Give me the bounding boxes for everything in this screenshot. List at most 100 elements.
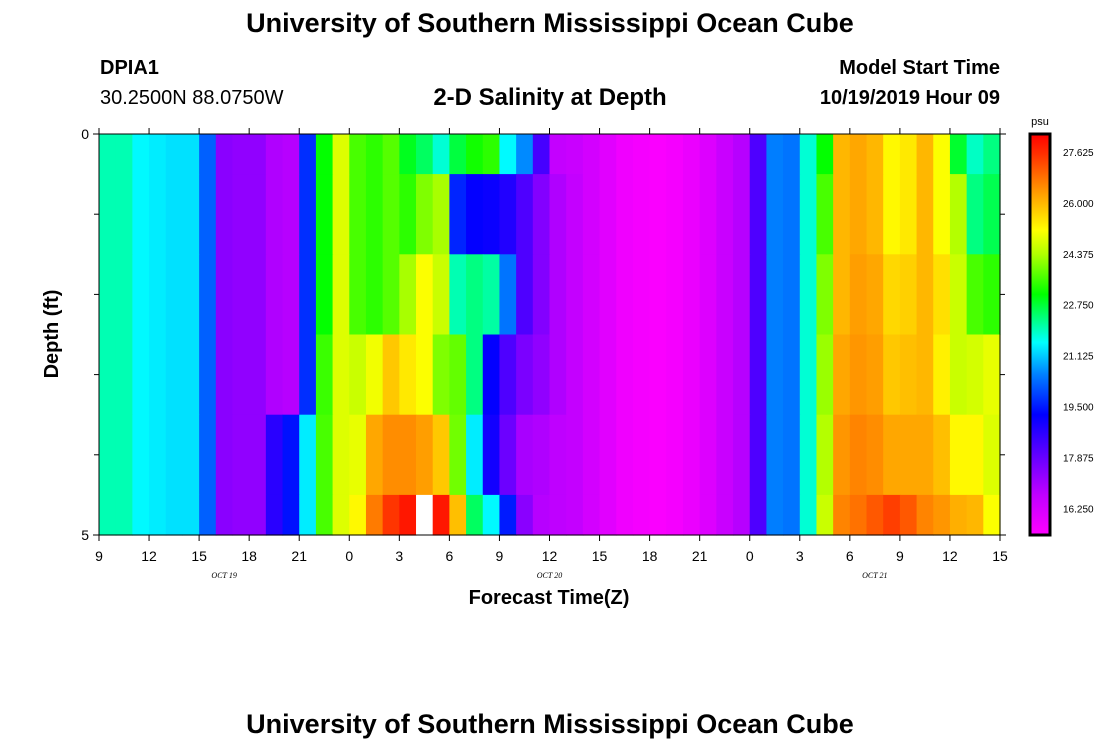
colorbar-tick-label: 27.625	[1063, 148, 1094, 159]
x-tick-label: 21	[291, 548, 307, 564]
colorbar-tick-label: 24.375	[1063, 250, 1094, 261]
heatmap-cell	[916, 254, 934, 336]
heatmap-cell	[215, 494, 234, 536]
heatmap-cell	[883, 494, 901, 536]
heatmap-cell	[699, 334, 717, 416]
heatmap-cell	[649, 494, 667, 536]
heatmap-cell	[382, 334, 400, 416]
colorbar-tick-label: 22.750	[1063, 301, 1094, 312]
heatmap-cell	[833, 254, 851, 336]
heatmap-cell	[282, 134, 300, 175]
heatmap-cell	[416, 334, 434, 416]
x-tick-label: 18	[241, 548, 257, 564]
heatmap-cell	[799, 334, 818, 416]
heatmap-cell	[349, 174, 367, 255]
heatmap-cell	[916, 494, 934, 536]
heatmap-cell	[416, 174, 434, 255]
heatmap-cell	[783, 414, 801, 496]
heatmap-cell	[115, 254, 133, 336]
heatmap-cell	[516, 134, 534, 175]
heatmap-cell	[682, 134, 701, 175]
heatmap-cell	[899, 254, 918, 336]
heatmap-cell	[165, 334, 184, 416]
heatmap-cell	[549, 134, 567, 175]
heatmap-cell	[682, 174, 701, 255]
heatmap-cell	[299, 494, 317, 536]
colorbar-tick-label: 26.000	[1063, 199, 1094, 210]
heatmap-cell	[482, 334, 501, 416]
heatmap-cell	[983, 174, 1001, 255]
heatmap-cell	[949, 254, 968, 336]
y-axis-label: Depth (ft)	[41, 290, 63, 379]
heatmap-cell	[516, 494, 534, 536]
heatmap-cell	[849, 134, 868, 175]
x-tick-label: 12	[542, 548, 558, 564]
page-title: University of Southern Mississippi Ocean…	[246, 8, 854, 38]
heatmap-cell	[365, 414, 384, 496]
heatmap-cell	[582, 134, 601, 175]
heatmap-cell	[532, 174, 551, 255]
heatmap-cell	[632, 414, 651, 496]
heatmap-cell	[399, 334, 417, 416]
x-tick-label: 18	[642, 548, 658, 564]
heatmap-cell	[866, 494, 884, 536]
heatmap-cell	[599, 254, 617, 336]
heatmap-cell	[733, 174, 751, 255]
heatmap-cell	[99, 414, 117, 496]
heatmap-cell	[466, 494, 484, 536]
heatmap-cell	[132, 134, 150, 175]
heatmap-cell	[232, 334, 250, 416]
heatmap-cell	[899, 334, 918, 416]
heatmap-cell	[432, 334, 450, 416]
x-tick-label: 15	[992, 548, 1008, 564]
heatmap-cell	[182, 254, 200, 336]
heatmap-cell	[265, 414, 284, 496]
heatmap-cell	[749, 334, 768, 416]
heatmap-cell	[315, 334, 334, 416]
heatmap-cell	[199, 134, 217, 175]
heatmap-cell	[716, 134, 734, 175]
heatmap-cell	[783, 134, 801, 175]
heatmap-cell	[182, 494, 200, 536]
heatmap-cell	[799, 174, 818, 255]
heatmap-cell	[916, 334, 934, 416]
heatmap-cell	[349, 494, 367, 536]
heatmap-cell	[783, 494, 801, 536]
heatmap-cell	[733, 254, 751, 336]
heatmap-cell	[399, 414, 417, 496]
heatmap-cell	[382, 254, 400, 336]
heatmap-cell	[582, 494, 601, 536]
heatmap-cell	[749, 414, 768, 496]
heatmap-cell	[716, 494, 734, 536]
heatmap-cell	[265, 334, 284, 416]
heatmap-cell	[349, 254, 367, 336]
heatmap-cell	[616, 414, 634, 496]
heatmap-cell	[983, 254, 1001, 336]
heatmap-cell	[99, 334, 117, 416]
heatmap-cell	[599, 414, 617, 496]
heatmap-cell	[482, 174, 501, 255]
heatmap-cell	[232, 254, 250, 336]
heatmap-cell	[582, 254, 601, 336]
heatmap-cell	[849, 334, 868, 416]
heatmap-cell	[466, 174, 484, 255]
heatmap-cell	[599, 174, 617, 255]
heatmap-cell	[416, 494, 434, 536]
heatmap-cell	[499, 494, 517, 536]
heatmap-cell	[115, 414, 133, 496]
heatmap-cell	[966, 494, 984, 536]
heatmap-cell	[282, 174, 300, 255]
heatmap-cell	[215, 174, 234, 255]
heatmap-cell	[115, 134, 133, 175]
colorbar-tick-label: 17.875	[1063, 453, 1094, 464]
heatmap-cell	[549, 414, 567, 496]
heatmap-cell	[516, 254, 534, 336]
heatmap-cell	[299, 334, 317, 416]
heatmap-cell	[833, 134, 851, 175]
heatmap-cell	[716, 414, 734, 496]
heatmap-cell	[599, 494, 617, 536]
heatmap-cell	[232, 134, 250, 175]
heatmap-cell	[866, 414, 884, 496]
heatmap-cell	[883, 334, 901, 416]
x-tick-label: 6	[445, 548, 453, 564]
